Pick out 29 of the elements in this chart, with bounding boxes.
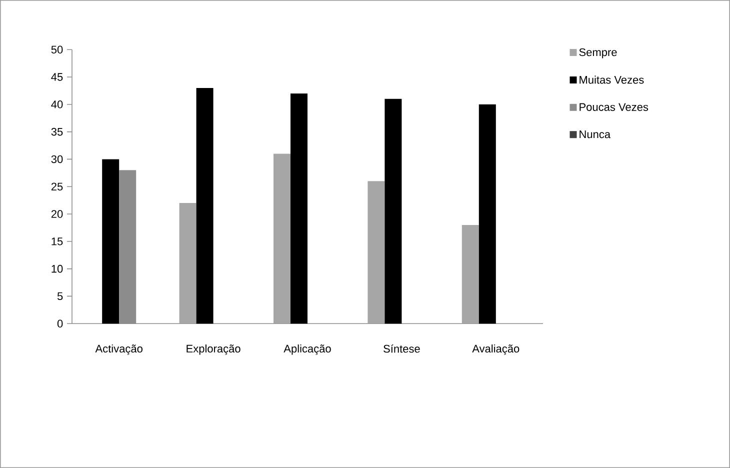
bar <box>290 93 308 324</box>
x-tick-label: Aplicação <box>284 344 331 355</box>
legend-label: Muitas Vezes <box>580 76 644 84</box>
legend-label: Nunca <box>580 130 611 138</box>
x-tick-label: Síntese <box>384 344 420 353</box>
bar <box>384 98 402 324</box>
x-tick-label: Exploração <box>186 344 240 355</box>
bar <box>179 203 196 324</box>
legend-label: Sempre <box>579 48 617 58</box>
bar <box>368 181 385 324</box>
y-tick-label: 50 <box>51 46 63 54</box>
x-tick-label: Avaliação <box>472 344 520 355</box>
y-tick-label: 0 <box>57 320 63 328</box>
y-tick-label: 10 <box>52 264 63 273</box>
y-tick-label: 40 <box>51 100 63 108</box>
x-tick-label: Activação <box>95 344 142 355</box>
bar <box>102 159 120 324</box>
bar <box>274 154 290 324</box>
bar <box>462 224 479 324</box>
bar <box>478 104 496 324</box>
y-tick-label: 25 <box>51 182 63 190</box>
y-tick-label: 5 <box>57 292 63 300</box>
bar <box>196 88 214 324</box>
y-tick-label: 45 <box>51 73 63 81</box>
y-tick-label: 30 <box>51 155 63 164</box>
legend-label: Poucas Vezes <box>580 103 648 111</box>
y-tick-label: 35 <box>51 128 63 136</box>
y-tick-label: 20 <box>51 210 63 218</box>
y-tick-label: 15 <box>52 238 63 246</box>
